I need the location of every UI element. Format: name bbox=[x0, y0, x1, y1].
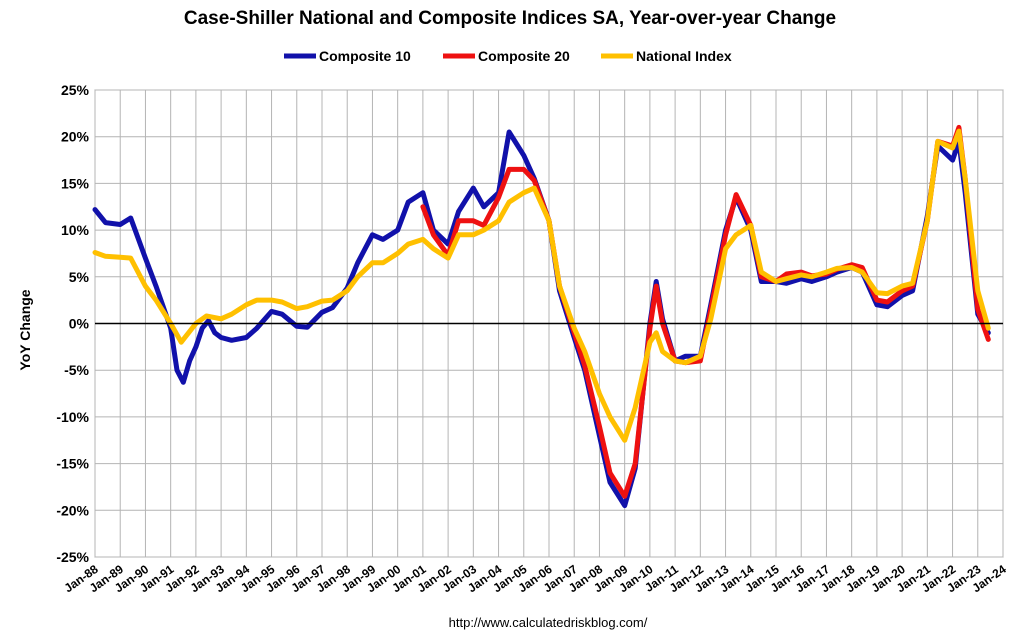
y-tick-label: -15% bbox=[56, 456, 89, 472]
chart-title: Case-Shiller National and Composite Indi… bbox=[184, 8, 836, 29]
legend: Composite 10 Composite 20 National Index bbox=[284, 48, 732, 64]
y-tick-label: -5% bbox=[64, 362, 89, 378]
y-axis: -25% -20% -15% -10% -5% 0% 5% 10% 15% 20% 25% bbox=[56, 82, 89, 565]
series-line-national-index bbox=[92, 128, 991, 443]
y-tick-label: 20% bbox=[61, 129, 90, 145]
y-tick-label: 10% bbox=[61, 222, 90, 238]
legend-label-national-index: National Index bbox=[636, 48, 732, 64]
source-url: http://www.calculatedriskblog.com/ bbox=[449, 615, 648, 630]
y-tick-label: 0% bbox=[69, 316, 90, 332]
y-tick-label: 25% bbox=[61, 82, 90, 98]
x-axis: Jan-88Jan-89Jan-90Jan-91Jan-92Jan-93Jan-… bbox=[62, 562, 1009, 595]
y-tick-label: 5% bbox=[69, 269, 90, 285]
series-line-composite-10 bbox=[92, 129, 991, 509]
series-layer bbox=[92, 124, 991, 509]
y-axis-label: YoY Change bbox=[17, 289, 33, 370]
legend-label-composite-10: Composite 10 bbox=[319, 48, 411, 64]
legend-label-composite-20: Composite 20 bbox=[478, 48, 570, 64]
y-tick-label: 15% bbox=[61, 175, 90, 191]
y-tick-label: -20% bbox=[56, 502, 89, 518]
y-tick-label: -25% bbox=[56, 549, 89, 565]
y-tick-label: -10% bbox=[56, 409, 89, 425]
